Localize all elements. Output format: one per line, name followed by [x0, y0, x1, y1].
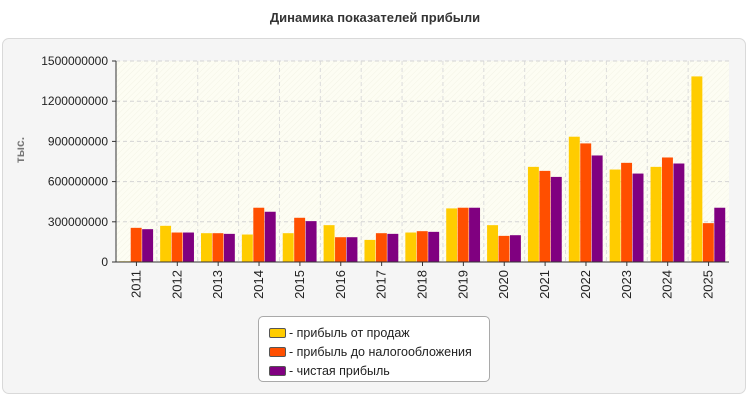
bar-2012-series-0 [160, 225, 172, 262]
bar-2021-series-1 [539, 170, 551, 262]
x-tick-label: 2017 [374, 270, 389, 299]
bar-2025-series-2 [714, 207, 726, 262]
bar-2015-series-2 [305, 221, 317, 262]
bar-2013-series-1 [212, 233, 224, 262]
x-tick-label: 2013 [210, 270, 225, 299]
bar-2015-series-1 [294, 217, 306, 262]
x-tick-label: 2022 [578, 270, 593, 299]
bar-2022-series-0 [568, 136, 580, 262]
x-tick-label: 2018 [415, 270, 430, 299]
x-tick-label: 2021 [537, 270, 552, 299]
y-axis-label: тыс. [13, 137, 27, 163]
bar-2017-series-0 [364, 239, 376, 262]
x-tick-label: 2019 [455, 270, 470, 299]
legend-item-net-profit: - чистая прибыль [269, 361, 489, 380]
bar-2013-series-0 [201, 233, 212, 262]
bar-2023-series-2 [632, 173, 644, 262]
bar-2012-series-1 [171, 232, 183, 262]
x-tick-label: 2015 [292, 270, 307, 299]
legend-item-pretax-profit: - прибыль до налогообложения [269, 342, 489, 361]
y-tick-label: 300000000 [48, 215, 108, 229]
bar-2021-series-2 [550, 176, 562, 262]
bar-2013-series-2 [223, 233, 235, 262]
x-tick-label: 2020 [496, 270, 511, 299]
bar-2024-series-0 [650, 166, 662, 262]
bar-2016-series-0 [323, 225, 335, 262]
bar-2023-series-1 [621, 162, 633, 262]
chart-legend: - прибыль от продаж - прибыль до налогоо… [258, 316, 490, 382]
x-tick-label: 2016 [333, 270, 348, 299]
bar-2020-series-2 [509, 235, 521, 262]
y-tick-label: 1200000000 [41, 94, 108, 108]
bar-2016-series-1 [335, 237, 346, 262]
bar-2011-series-2 [142, 229, 154, 262]
bar-2024-series-1 [661, 157, 673, 262]
bar-2018-series-0 [405, 232, 417, 262]
y-tick-label: 1500000000 [41, 54, 108, 68]
bar-2014-series-2 [264, 211, 276, 262]
legend-swatch-sales-profit [269, 327, 286, 338]
bar-2012-series-2 [183, 232, 194, 262]
x-tick-label: 2012 [169, 270, 184, 299]
bar-2020-series-1 [498, 235, 510, 262]
bar-2016-series-2 [346, 237, 358, 262]
bar-2015-series-0 [282, 233, 294, 262]
bar-2014-series-0 [241, 234, 253, 262]
x-tick-label: 2014 [251, 270, 266, 299]
bar-2021-series-0 [527, 166, 539, 262]
bar-2024-series-2 [673, 163, 685, 262]
legend-item-sales-profit: - прибыль от продаж [269, 323, 489, 342]
legend-swatch-net-profit [269, 365, 286, 376]
bar-2019-series-2 [469, 207, 481, 262]
bar-2022-series-1 [580, 143, 592, 262]
bar-2022-series-2 [591, 155, 603, 262]
bar-2025-series-1 [702, 223, 714, 262]
legend-label-pretax-profit: - прибыль до налогообложения [289, 344, 472, 359]
legend-label-net-profit: - чистая прибыль [289, 363, 390, 378]
y-tick-label: 900000000 [48, 134, 108, 148]
bar-2017-series-1 [375, 233, 387, 262]
x-tick-label: 2011 [128, 270, 143, 298]
x-tick-label: 2025 [701, 270, 716, 299]
bar-2014-series-1 [253, 207, 265, 262]
bar-2020-series-0 [487, 225, 499, 262]
bar-2025-series-0 [691, 76, 703, 262]
legend-swatch-pretax-profit [269, 346, 286, 357]
chart-title: Динамика показателей прибыли [269, 10, 481, 25]
y-tick-label: 0 [101, 255, 108, 269]
x-tick-label: 2024 [660, 270, 675, 299]
bar-2011-series-1 [130, 227, 142, 262]
bar-2023-series-0 [609, 169, 621, 262]
bar-2019-series-1 [457, 207, 469, 262]
y-tick-label: 600000000 [48, 175, 108, 189]
legend-label-sales-profit: - прибыль от продаж [289, 325, 410, 340]
bar-2017-series-2 [387, 233, 399, 262]
bar-2018-series-2 [428, 231, 440, 262]
bar-2018-series-1 [416, 231, 428, 262]
bar-2019-series-0 [446, 208, 458, 262]
x-tick-label: 2023 [619, 270, 634, 299]
